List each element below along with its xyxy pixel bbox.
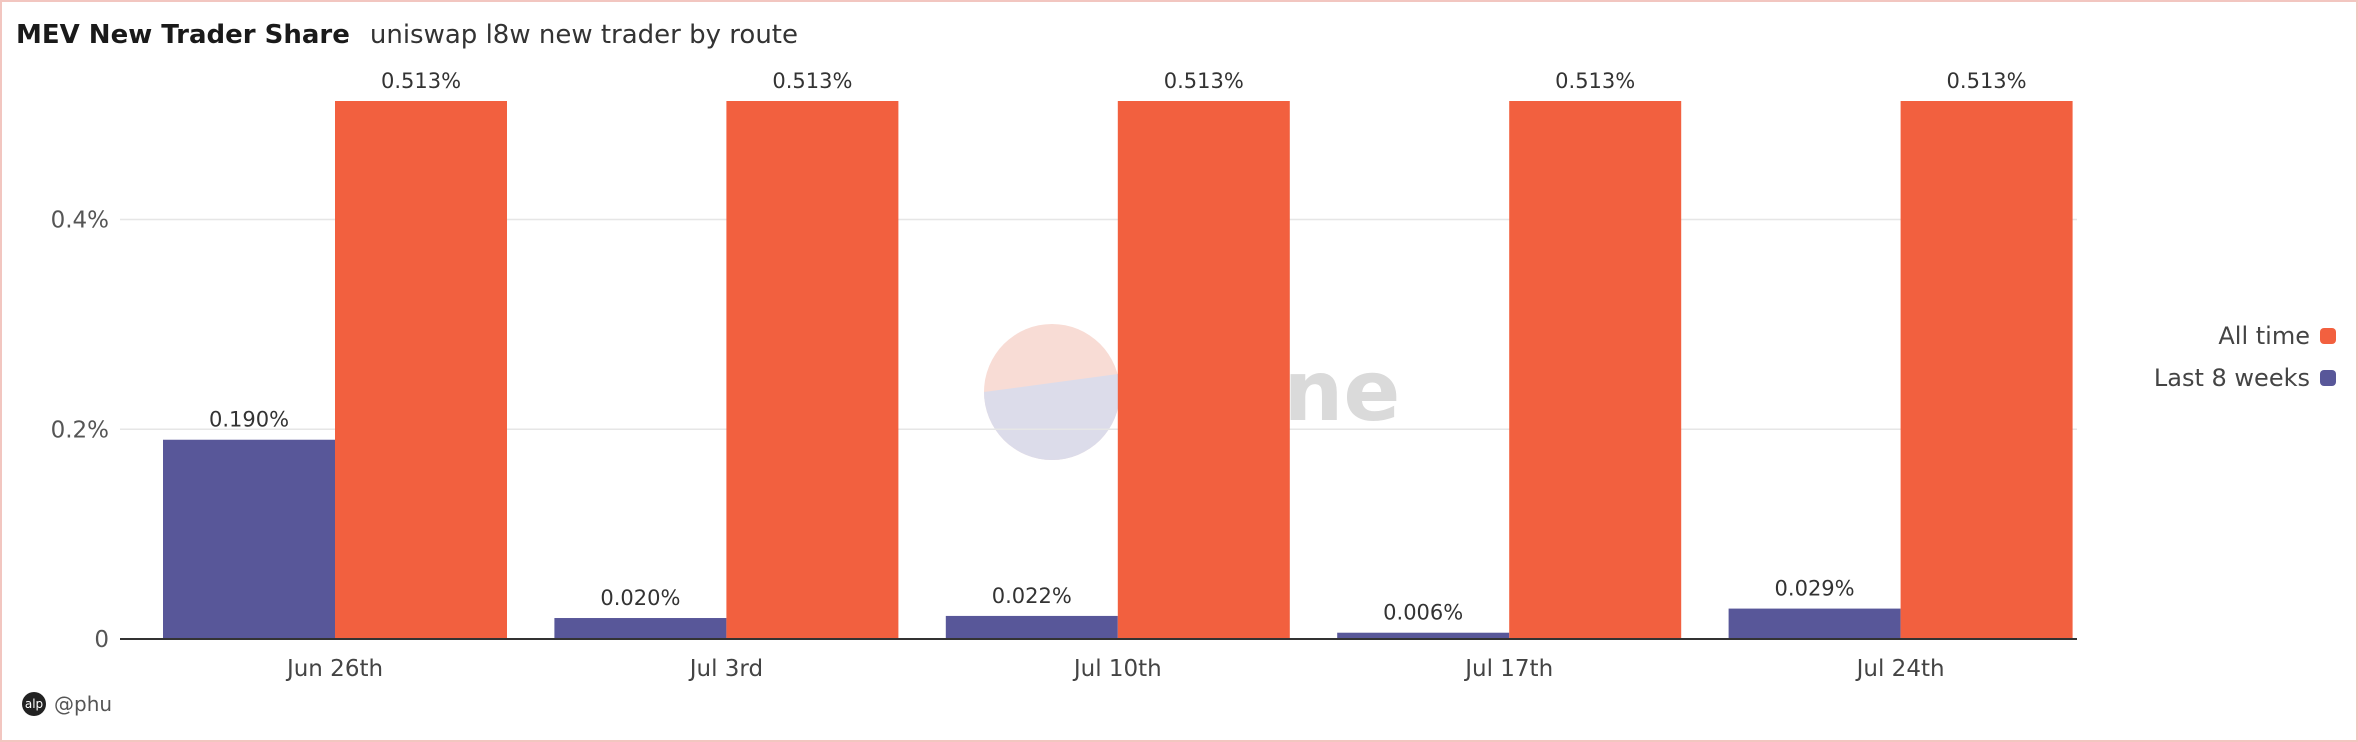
data-label: 0.190%: [209, 408, 289, 432]
bar-last-8-weeks: [554, 618, 727, 639]
bar-last-8-weeks: [1728, 608, 1901, 639]
x-tick-label: Jun 26th: [285, 656, 383, 682]
data-label: 0.513%: [1555, 69, 1635, 93]
chart-title: MEV New Trader Share: [16, 20, 350, 50]
bar-last-8-weeks: [945, 615, 1118, 639]
legend-label-last-8-weeks: Last 8 weeks: [2153, 364, 2310, 392]
x-tick-label: Jul 17th: [1463, 656, 1553, 682]
y-tick-label: 0: [94, 627, 109, 653]
bar-all-time: [1117, 101, 1290, 639]
chart-header: MEV New Trader Share uniswap l8w new tra…: [16, 20, 798, 50]
author-credit[interactable]: alp @phu: [22, 692, 112, 716]
bar-all-time: [335, 101, 507, 639]
x-tick-label: Jul 10th: [1072, 656, 1162, 682]
data-label: 0.029%: [1775, 577, 1855, 601]
bar-last-8-weeks: [163, 439, 335, 639]
bar-all-time: [1509, 101, 1682, 639]
bar-all-time: [1900, 101, 2073, 639]
legend-swatch-last-8-weeks: [2320, 370, 2336, 386]
data-label: 0.513%: [1164, 69, 1244, 93]
data-label: 0.020%: [600, 586, 680, 610]
dune-logo-icon-half: [984, 374, 1120, 460]
y-tick-label: 0.2%: [51, 417, 109, 443]
data-label: 0.513%: [772, 69, 852, 93]
data-label: 0.022%: [992, 584, 1072, 608]
data-label: 0.513%: [381, 69, 461, 93]
bar-last-8-weeks: [1337, 632, 1510, 639]
data-label: 0.006%: [1383, 601, 1463, 625]
chart-legend: All time Last 8 weeks: [2154, 322, 2336, 392]
x-tick-label: Jul 24th: [1855, 656, 1945, 682]
chart-subtitle: uniswap l8w new trader by route: [369, 20, 798, 50]
data-label: 0.513%: [1947, 69, 2027, 93]
y-tick-label: 0.4%: [51, 208, 109, 234]
legend-swatch-all-time: [2320, 328, 2336, 344]
legend-item-last-8-weeks[interactable]: Last 8 weeks: [2154, 364, 2336, 392]
user-avatar-icon: alp: [22, 692, 46, 716]
author-handle: @phu: [54, 692, 113, 716]
legend-label-all-time: All time: [2218, 322, 2310, 350]
bar-all-time: [726, 101, 899, 639]
legend-item-all-time[interactable]: All time: [2218, 322, 2336, 350]
x-tick-label: Jul 3rd: [688, 656, 763, 682]
